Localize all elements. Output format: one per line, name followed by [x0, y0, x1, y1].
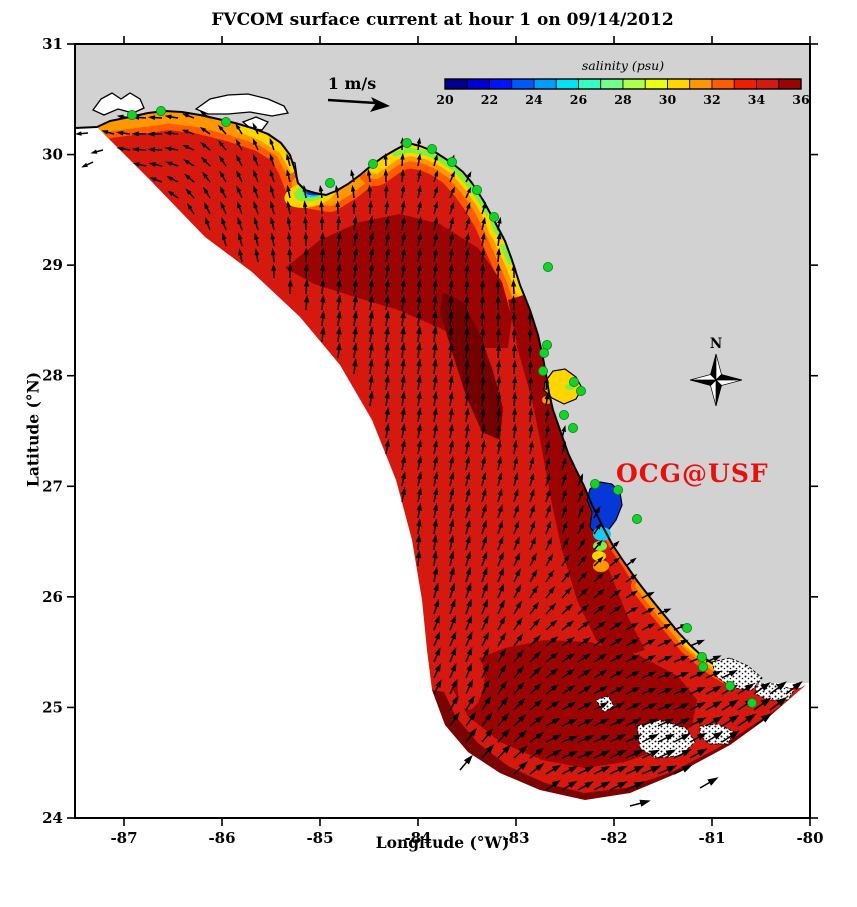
svg-text:-87: -87: [110, 829, 137, 847]
station-dot: [155, 106, 166, 117]
station-dot: [127, 110, 138, 121]
svg-text:-80: -80: [796, 829, 823, 847]
station-dot: [698, 662, 709, 673]
svg-text:32: 32: [703, 92, 720, 107]
station-dot: [569, 376, 580, 387]
station-dot: [747, 698, 758, 709]
station-dot: [401, 137, 412, 148]
svg-text:20: 20: [436, 92, 454, 107]
station-dot: [613, 484, 624, 495]
svg-text:-84: -84: [404, 829, 431, 847]
plot-title: FVCOM surface current at hour 1 on 09/14…: [211, 10, 674, 30]
land-area: [75, 44, 810, 683]
svg-text:36: 36: [792, 92, 810, 107]
svg-text:26: 26: [42, 588, 63, 606]
y-axis-label: Latitude (°N): [23, 371, 43, 488]
svg-text:30: 30: [42, 146, 63, 164]
svg-text:26: 26: [570, 92, 588, 107]
station-dot: [539, 347, 550, 358]
station-dot: [590, 478, 601, 489]
station-dot: [697, 652, 708, 663]
current-vectors: [75, 111, 803, 807]
x-axis-label: Longitude (°W): [375, 833, 510, 852]
station-dot: [576, 385, 587, 396]
colorbar: 20 22 24 26 28 30 32 34 36: [436, 78, 810, 107]
station-dot: [725, 681, 736, 692]
station-dot: [682, 623, 693, 634]
station-dot: [324, 177, 335, 188]
watermark: OCG@USF: [616, 459, 769, 488]
svg-text:28: 28: [42, 367, 63, 385]
svg-text:29: 29: [42, 256, 63, 274]
velocity-scale-label: 1 m/s: [327, 74, 377, 93]
station-dot: [538, 365, 549, 376]
svg-text:-83: -83: [502, 829, 529, 847]
station-dot: [559, 409, 570, 420]
compass-north-label: N: [709, 336, 723, 352]
station-dot: [488, 211, 499, 222]
plot-frame: [74, 43, 811, 819]
svg-text:27: 27: [42, 477, 63, 495]
svg-text:28: 28: [614, 92, 632, 107]
svg-text:34: 34: [748, 92, 766, 107]
coastline: [74, 110, 746, 684]
svg-text:22: 22: [481, 92, 498, 107]
station-markers: [127, 106, 758, 709]
station-dot: [632, 514, 643, 525]
svg-text:-82: -82: [600, 829, 627, 847]
svg-text:-86: -86: [208, 829, 235, 847]
svg-text:-85: -85: [306, 829, 333, 847]
axis-ticks: -87 -86 -85 -84 -83 -82 -81 -80 24 25 26 27 28 29 30 31: [42, 35, 823, 847]
station-dot: [367, 158, 378, 169]
station-dot: [543, 261, 554, 272]
colorbar-title: salinity (psu): [581, 58, 665, 73]
compass-rose: [689, 353, 743, 407]
svg-text:24: 24: [525, 92, 543, 107]
svg-text:24: 24: [42, 809, 63, 827]
velocity-scale-arrow: [327, 97, 390, 112]
station-dot: [220, 117, 231, 128]
svg-text:30: 30: [659, 92, 677, 107]
svg-text:25: 25: [42, 698, 63, 716]
svg-text:31: 31: [42, 35, 63, 53]
station-dot: [426, 143, 437, 154]
station-dot: [471, 184, 482, 195]
station-dot: [446, 156, 457, 167]
svg-text:-81: -81: [698, 829, 725, 847]
station-dot: [568, 422, 579, 433]
